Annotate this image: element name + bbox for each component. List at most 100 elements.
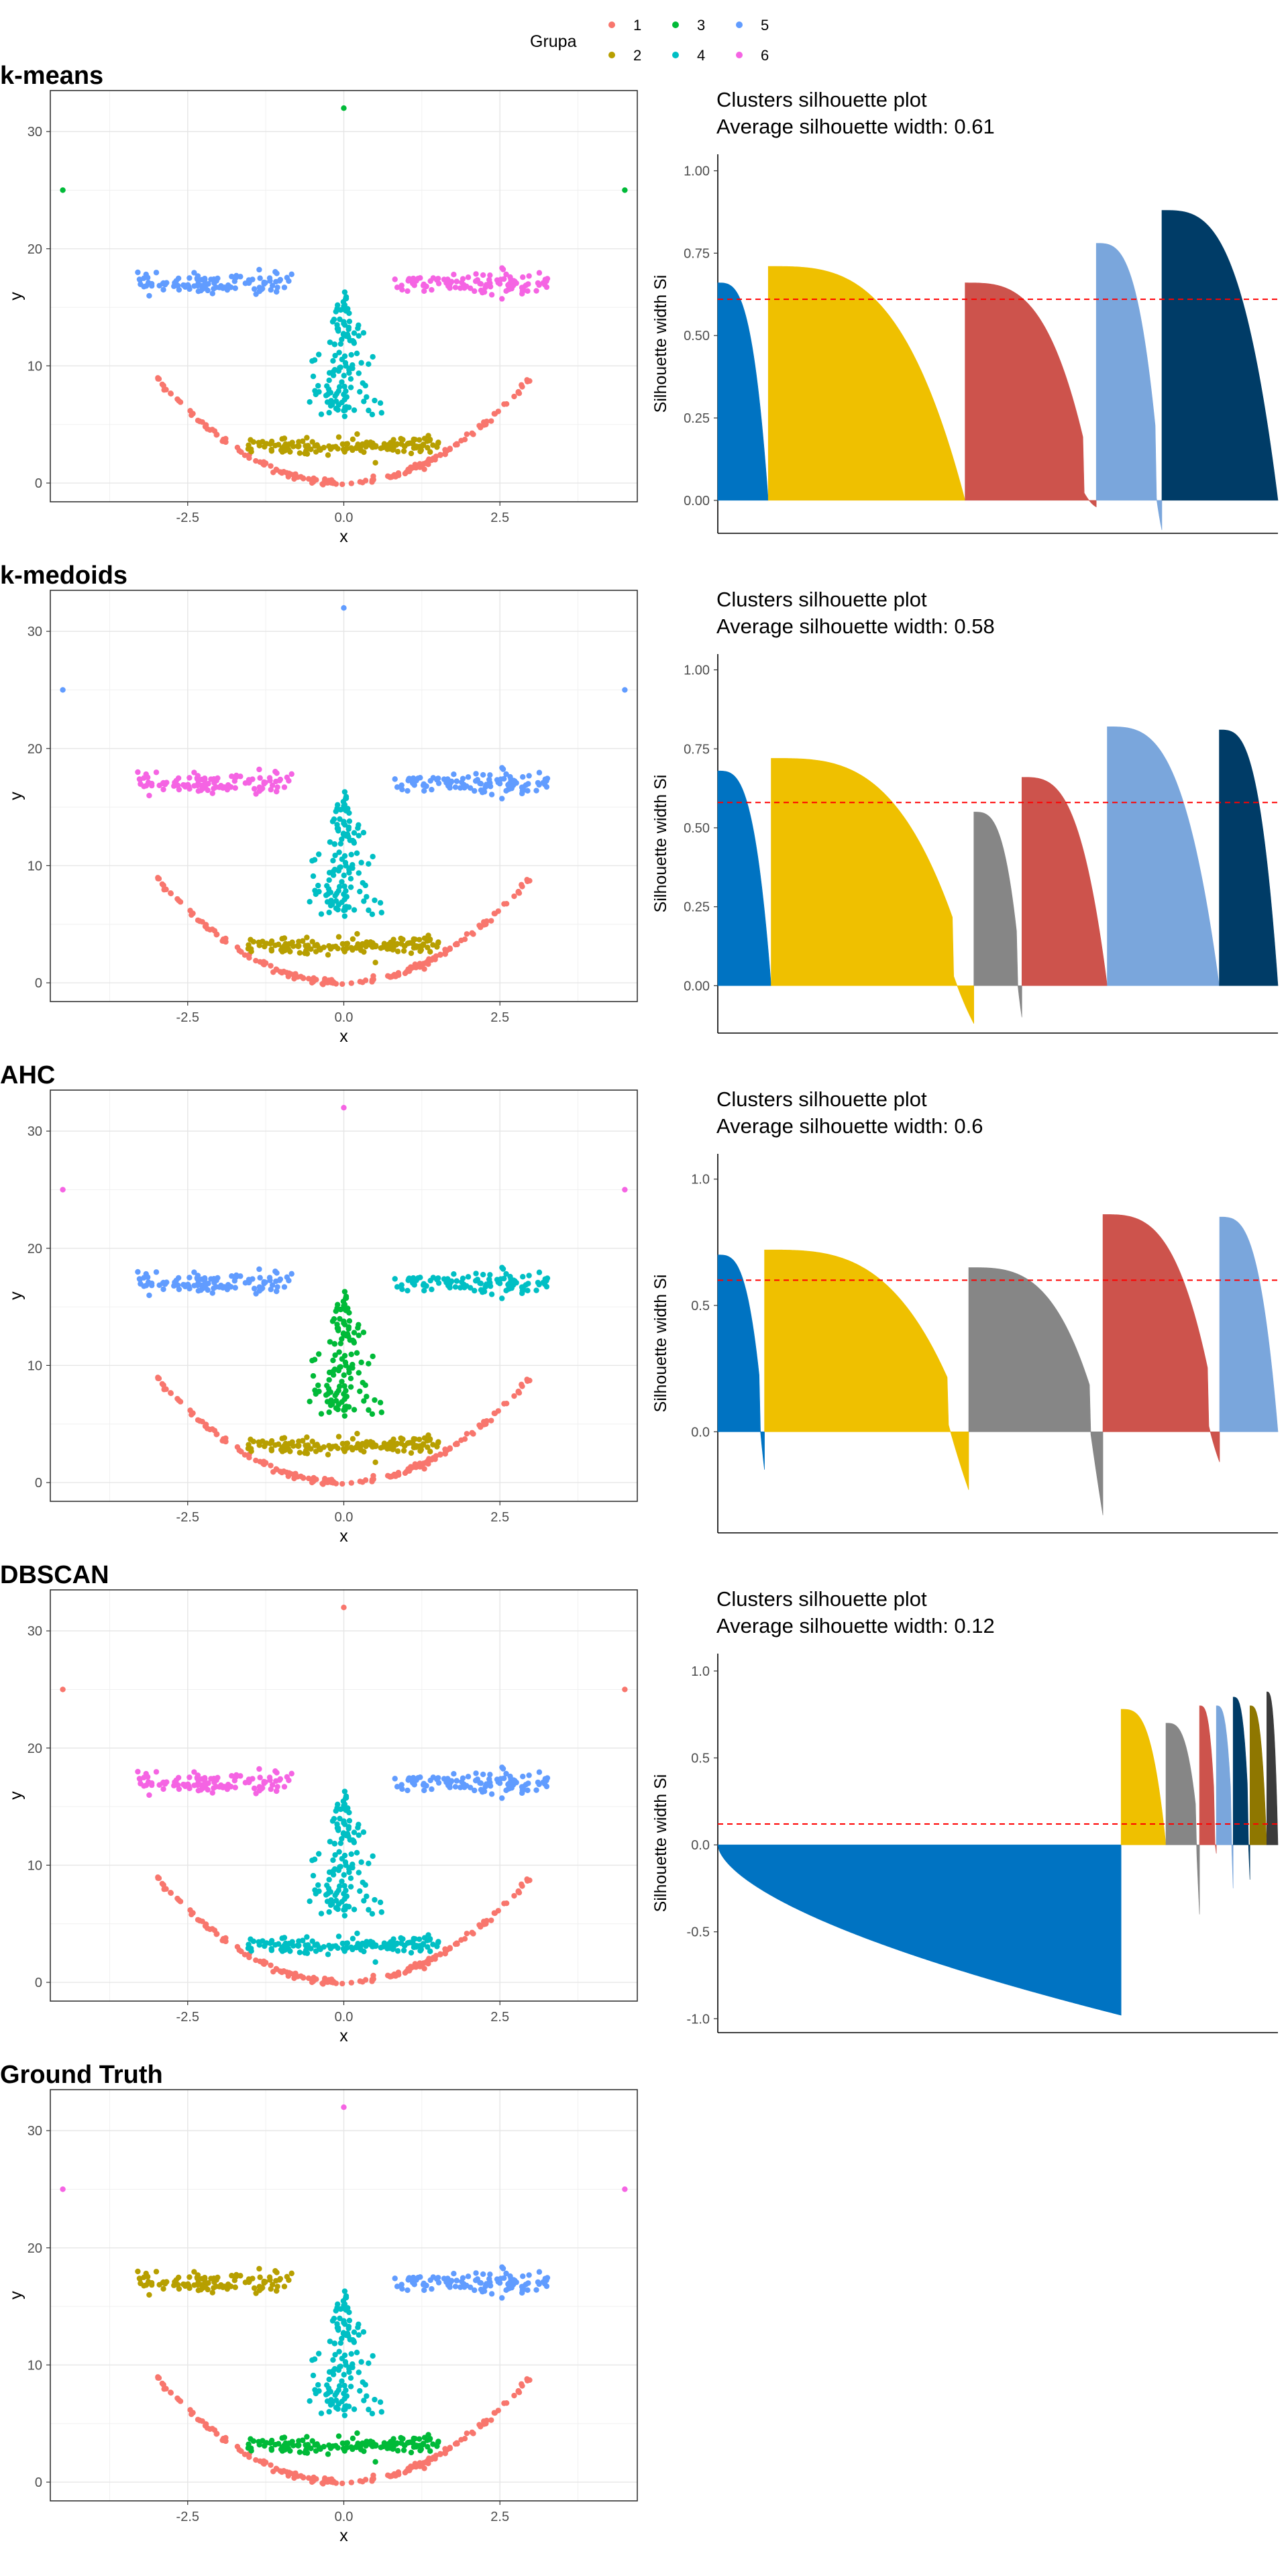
data-point <box>182 784 189 790</box>
data-point <box>261 960 267 966</box>
data-point <box>141 2283 147 2289</box>
data-point <box>437 1452 443 1458</box>
data-point <box>520 1773 526 1780</box>
y-tick-label: 1.0 <box>691 1173 710 1187</box>
data-point <box>354 1930 360 1937</box>
data-point <box>186 1774 193 1780</box>
data-point <box>153 2269 160 2275</box>
data-point <box>417 2447 423 2454</box>
x-axis-label: x <box>339 527 348 546</box>
data-point <box>416 437 423 443</box>
data-point <box>268 1786 274 1792</box>
data-point <box>281 2284 288 2290</box>
data-point <box>253 957 259 964</box>
data-point <box>296 2442 302 2449</box>
data-point <box>335 1906 341 1913</box>
data-point <box>341 2412 348 2418</box>
panels: Clusters silhouette plot Average silhoue… <box>0 62 1279 2545</box>
data-point <box>221 284 227 290</box>
x-axis-label: x <box>339 2027 348 2045</box>
data-point <box>460 276 466 282</box>
data-point <box>195 288 201 294</box>
data-point <box>453 2440 460 2446</box>
data-point <box>453 278 460 284</box>
data-point <box>371 442 377 448</box>
data-point <box>269 282 276 288</box>
data-point <box>148 1780 155 1786</box>
data-point <box>494 2276 500 2282</box>
data-point <box>227 2284 234 2290</box>
data-point <box>238 449 244 455</box>
data-point <box>437 1951 443 1957</box>
data-point <box>256 266 262 273</box>
data-point <box>505 1781 511 1788</box>
data-point <box>399 1786 405 1792</box>
data-point <box>337 816 343 822</box>
data-point <box>320 981 326 987</box>
data-point <box>327 1339 333 1345</box>
data-point <box>274 1770 280 1776</box>
data-point <box>323 1892 329 1898</box>
data-point <box>369 411 376 418</box>
data-point <box>369 1411 376 1417</box>
data-point <box>357 1888 363 1894</box>
data-point <box>327 2339 333 2345</box>
data-point <box>285 446 291 452</box>
data-point <box>526 1273 532 1279</box>
data-point <box>331 841 337 847</box>
data-point <box>358 2359 364 2365</box>
data-point <box>320 481 326 487</box>
data-point <box>284 2273 290 2280</box>
data-point <box>467 785 474 791</box>
data-point <box>341 803 347 809</box>
data-point <box>390 2446 396 2452</box>
data-point <box>421 2287 427 2294</box>
data-point <box>279 936 285 942</box>
data-point <box>345 1326 352 1332</box>
data-point <box>323 892 329 898</box>
y-tick-label: 10 <box>28 1358 42 1373</box>
data-point <box>362 977 369 983</box>
data-point <box>366 1360 372 1367</box>
data-point <box>473 271 479 277</box>
data-point <box>370 1853 376 1860</box>
data-point <box>525 788 531 794</box>
data-point <box>390 947 396 953</box>
data-point <box>155 376 161 382</box>
data-point <box>168 1890 174 1896</box>
data-point <box>348 2479 355 2485</box>
data-point <box>425 1932 431 1938</box>
data-point <box>406 2275 413 2281</box>
data-point <box>362 2381 368 2388</box>
data-point <box>309 2357 315 2363</box>
data-point <box>542 1776 548 1782</box>
x-axis-label: x <box>339 2526 348 2545</box>
data-point <box>182 284 189 290</box>
data-point <box>276 278 282 284</box>
y-axis-label: y <box>7 1291 25 1300</box>
data-point <box>187 1907 193 1913</box>
data-point <box>302 1949 308 1956</box>
data-point <box>238 1948 244 1955</box>
data-point <box>320 1481 326 1487</box>
data-point <box>281 784 288 790</box>
data-point <box>262 1279 268 1285</box>
data-point <box>491 1410 498 1416</box>
data-point <box>260 439 266 445</box>
y-tick-label: 0.75 <box>684 742 710 757</box>
data-point <box>358 1859 364 1866</box>
data-point <box>406 276 413 282</box>
data-point <box>310 373 317 380</box>
legend-label-6: 6 <box>761 47 769 64</box>
data-point <box>191 270 197 276</box>
data-point <box>326 1409 332 1415</box>
data-point <box>503 288 509 294</box>
data-point <box>399 786 405 793</box>
data-point <box>372 2459 378 2465</box>
data-point <box>340 946 347 952</box>
data-point <box>137 2276 143 2282</box>
data-point <box>250 1938 257 1945</box>
